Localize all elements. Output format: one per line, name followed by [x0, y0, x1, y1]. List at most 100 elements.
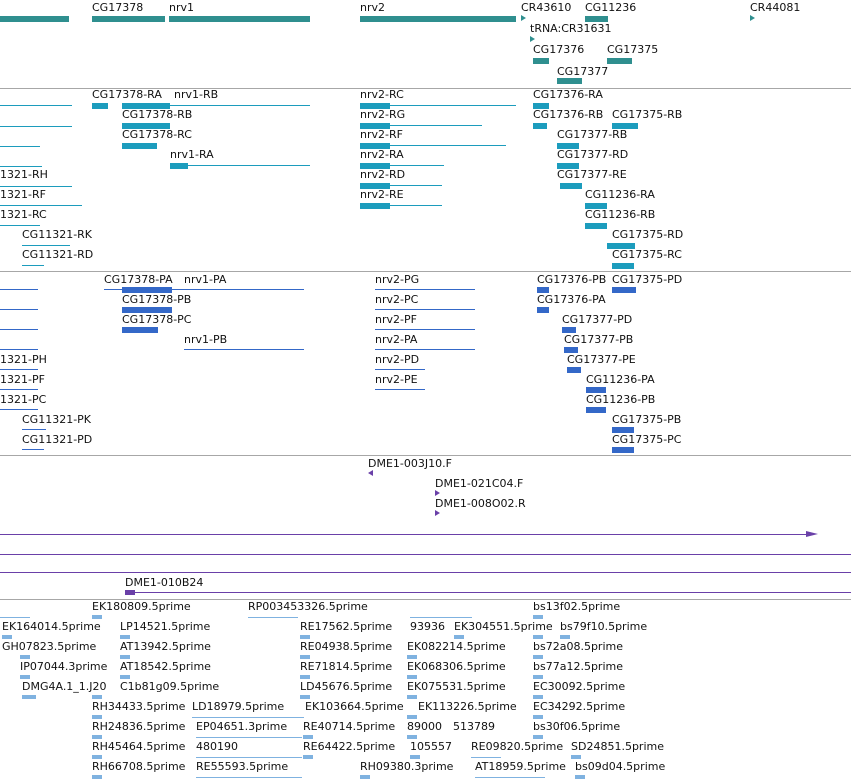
est-feature[interactable]	[533, 635, 543, 639]
est-feature[interactable]	[407, 735, 417, 739]
transcript-feature[interactable]	[360, 123, 390, 129]
gene-feature[interactable]	[521, 15, 526, 21]
est-feature[interactable]	[92, 735, 102, 739]
est-feature[interactable]	[120, 655, 130, 659]
transcript-feature[interactable]	[390, 145, 506, 146]
est-feature[interactable]	[20, 675, 30, 679]
protein-feature[interactable]	[0, 409, 38, 410]
protein-feature[interactable]	[0, 309, 38, 310]
est-feature[interactable]	[560, 635, 570, 639]
bac-feature[interactable]	[135, 592, 851, 593]
transcript-feature[interactable]	[188, 165, 310, 166]
gene-feature[interactable]	[607, 58, 632, 64]
est-feature[interactable]	[92, 715, 102, 719]
transcript-feature[interactable]	[607, 243, 635, 249]
est-feature[interactable]	[303, 755, 313, 759]
gene-feature[interactable]	[750, 15, 755, 21]
clone-span[interactable]	[0, 572, 851, 573]
transcript-feature[interactable]	[122, 143, 157, 149]
est-feature[interactable]	[407, 675, 417, 679]
clone-end-feature[interactable]	[435, 510, 440, 516]
protein-feature[interactable]	[104, 289, 304, 290]
protein-feature[interactable]	[22, 429, 46, 430]
gene-feature[interactable]	[360, 16, 516, 22]
protein-feature[interactable]	[375, 389, 425, 390]
protein-feature[interactable]	[537, 307, 549, 313]
transcript-feature[interactable]	[22, 245, 70, 246]
est-feature[interactable]	[300, 695, 310, 699]
protein-feature[interactable]	[122, 287, 172, 293]
gene-feature[interactable]	[0, 16, 69, 22]
est-feature[interactable]	[533, 615, 543, 619]
transcript-feature[interactable]	[0, 105, 72, 106]
est-feature[interactable]	[120, 635, 130, 639]
est-feature[interactable]	[300, 655, 310, 659]
protein-feature[interactable]	[0, 329, 38, 330]
gene-feature[interactable]	[169, 16, 310, 22]
transcript-feature[interactable]	[122, 103, 170, 109]
est-feature[interactable]	[533, 715, 543, 719]
est-feature[interactable]	[407, 715, 417, 719]
est-feature[interactable]	[2, 635, 12, 639]
est-feature[interactable]	[196, 757, 302, 758]
protein-feature[interactable]	[375, 369, 425, 370]
transcript-feature[interactable]	[22, 265, 44, 266]
protein-feature[interactable]	[0, 389, 38, 390]
est-feature[interactable]	[471, 757, 501, 758]
transcript-feature[interactable]	[390, 105, 516, 106]
clone-span-end[interactable]	[806, 531, 818, 537]
transcript-feature[interactable]	[0, 146, 40, 147]
clone-end-feature[interactable]	[435, 490, 440, 496]
est-feature[interactable]	[533, 735, 543, 739]
transcript-feature[interactable]	[0, 166, 42, 167]
est-feature[interactable]	[407, 655, 417, 659]
est-feature[interactable]	[300, 635, 310, 639]
transcript-feature[interactable]	[0, 126, 72, 127]
transcript-feature[interactable]	[360, 183, 390, 189]
est-feature[interactable]	[533, 695, 543, 699]
transcript-feature[interactable]	[170, 163, 188, 169]
protein-feature[interactable]	[567, 367, 581, 373]
est-feature[interactable]	[410, 617, 472, 618]
protein-feature[interactable]	[122, 327, 158, 333]
est-feature[interactable]	[196, 777, 302, 778]
clone-span[interactable]	[0, 534, 810, 535]
est-feature[interactable]	[571, 755, 581, 759]
est-feature[interactable]	[92, 615, 102, 619]
est-feature[interactable]	[303, 735, 313, 739]
est-feature[interactable]	[575, 775, 585, 779]
transcript-feature[interactable]	[557, 143, 579, 149]
gene-feature[interactable]	[533, 58, 549, 64]
transcript-feature[interactable]	[585, 203, 607, 209]
transcript-feature[interactable]	[0, 225, 40, 226]
protein-feature[interactable]	[0, 349, 38, 350]
transcript-feature[interactable]	[533, 123, 547, 129]
est-feature[interactable]	[192, 717, 304, 718]
est-feature[interactable]	[533, 655, 543, 659]
gene-feature[interactable]	[557, 78, 582, 84]
protein-feature[interactable]	[564, 347, 578, 353]
protein-feature[interactable]	[612, 427, 634, 433]
protein-feature[interactable]	[375, 329, 475, 330]
est-feature[interactable]	[120, 675, 130, 679]
est-feature[interactable]	[92, 695, 102, 699]
est-feature[interactable]	[92, 775, 102, 779]
est-feature[interactable]	[410, 755, 420, 759]
protein-feature[interactable]	[537, 287, 549, 293]
protein-feature[interactable]	[375, 289, 475, 290]
est-feature[interactable]	[475, 777, 545, 778]
gene-feature[interactable]	[92, 16, 165, 22]
transcript-feature[interactable]	[122, 123, 170, 129]
protein-feature[interactable]	[612, 287, 636, 293]
protein-feature[interactable]	[586, 387, 606, 393]
transcript-feature[interactable]	[390, 165, 444, 166]
protein-feature[interactable]	[562, 327, 576, 333]
transcript-feature[interactable]	[92, 103, 108, 109]
protein-feature[interactable]	[375, 349, 475, 350]
clone-span[interactable]	[0, 554, 851, 555]
protein-feature[interactable]	[586, 407, 606, 413]
transcript-feature[interactable]	[360, 163, 390, 169]
transcript-feature[interactable]	[360, 143, 390, 149]
transcript-feature[interactable]	[0, 205, 82, 206]
clone-end-feature[interactable]	[368, 470, 373, 476]
